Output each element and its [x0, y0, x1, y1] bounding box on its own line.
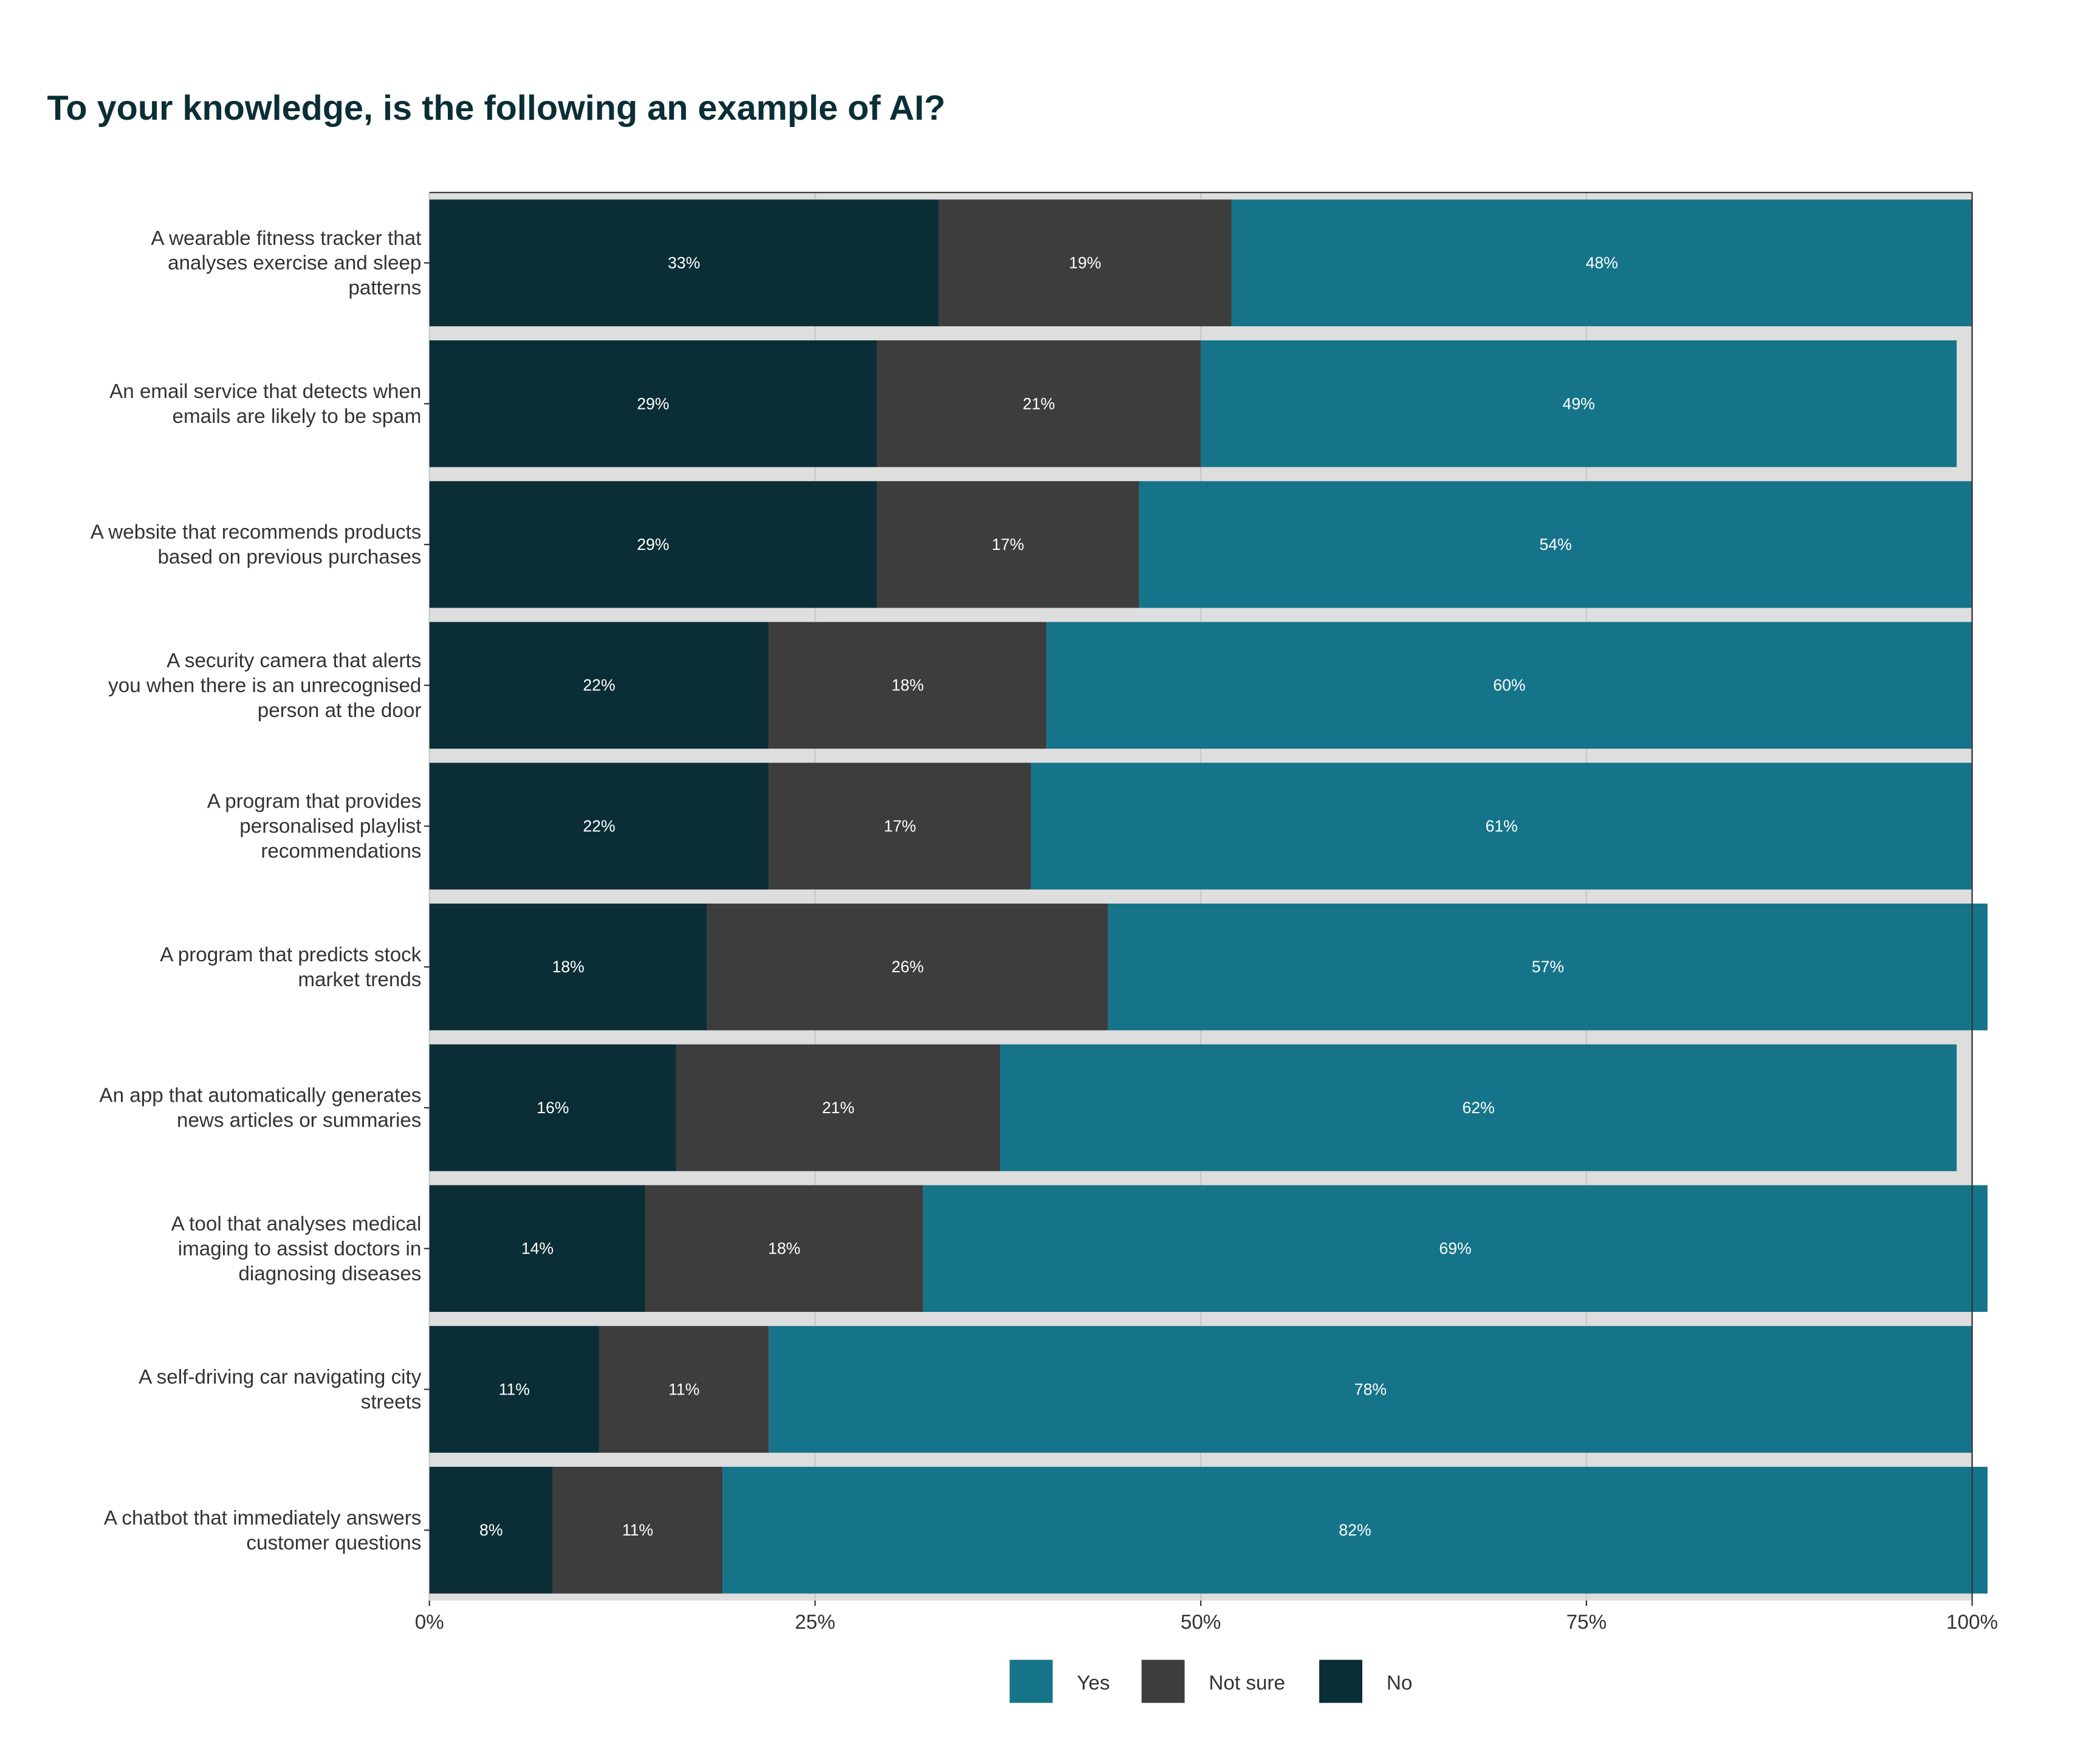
legend-label: Yes [1077, 1672, 1110, 1694]
data-label: 16% [537, 1099, 569, 1117]
bar-segment-yes [1139, 481, 1972, 608]
x-tick-label: 50% [1181, 1611, 1221, 1634]
bar-segment-no [429, 1185, 646, 1312]
bar-segment-yes [1108, 904, 1988, 1031]
legend-swatch [1319, 1659, 1362, 1703]
data-label: 8% [479, 1521, 503, 1539]
bar-segment-not-sure [676, 1044, 1001, 1172]
bar-segment-not-sure [876, 340, 1201, 467]
bar-segment-yes [1231, 199, 1972, 326]
data-label: 17% [884, 817, 916, 835]
data-label: 18% [891, 676, 924, 695]
bar-segment-no [429, 1326, 599, 1453]
legend-swatch [1009, 1659, 1053, 1703]
category-label: A chatbot that immediately answers custom… [104, 1507, 422, 1554]
category-label: An email service that detects when emails… [109, 380, 421, 428]
data-label: 11% [668, 1380, 699, 1398]
data-label: 33% [668, 254, 700, 272]
bar-segment-no [429, 763, 769, 890]
bar-segment-not-sure [876, 481, 1139, 608]
data-label: 29% [637, 535, 669, 554]
category-label: A program that predicts stock market tren… [160, 944, 422, 991]
bar-segment-no [429, 1466, 553, 1594]
data-label: 11% [622, 1521, 653, 1539]
category-label: A website that recommends products based … [91, 521, 422, 569]
bar-segment-yes [1046, 622, 1972, 749]
data-label: 48% [1586, 254, 1618, 272]
bar-segment-yes [923, 1185, 1988, 1312]
legend-label: Not sure [1209, 1672, 1285, 1694]
data-label: 11% [499, 1380, 530, 1398]
data-label: 29% [637, 394, 669, 413]
bar-segment-not-sure [769, 763, 1031, 890]
bar-segment-no [429, 622, 769, 749]
data-label: 61% [1486, 817, 1518, 835]
data-label: 57% [1532, 958, 1564, 976]
bar-segment-yes [1201, 340, 1957, 467]
bar-segment-no [429, 904, 707, 1031]
category-label: A wearable fitness tracker that analyses … [151, 227, 421, 300]
data-label: 21% [822, 1099, 854, 1117]
bar-segment-not-sure [769, 622, 1047, 749]
data-label: 21% [1023, 394, 1055, 413]
data-label: 69% [1439, 1240, 1471, 1258]
bar-segment-yes [722, 1466, 1988, 1594]
bar-segment-not-sure [599, 1326, 769, 1453]
data-label: 14% [521, 1240, 554, 1258]
bar-segment-not-sure [938, 199, 1232, 326]
bar-segment-no [429, 481, 877, 608]
data-label: 17% [992, 535, 1024, 554]
x-tick-label: 75% [1566, 1611, 1607, 1634]
data-label: 18% [768, 1240, 800, 1258]
x-tick-label: 100% [1946, 1611, 1998, 1634]
bar-segment-not-sure [707, 904, 1108, 1031]
bar-segment-yes [769, 1326, 1972, 1453]
data-label: 26% [891, 958, 924, 976]
data-label: 82% [1339, 1521, 1371, 1539]
data-label: 22% [583, 817, 615, 835]
data-label: 19% [1069, 254, 1101, 272]
x-tick-label: 0% [415, 1611, 444, 1634]
category-label: A security camera that alerts you when th… [108, 650, 421, 722]
bar-segment-no [429, 340, 877, 467]
category-label: A self-driving car navigating city street… [139, 1366, 422, 1413]
legend-swatch [1141, 1659, 1185, 1703]
bar-segment-not-sure [645, 1185, 924, 1312]
category-label: An app that automatically generates news … [99, 1085, 421, 1132]
data-label: 49% [1563, 394, 1595, 413]
data-label: 62% [1463, 1099, 1495, 1117]
bar-segment-not-sure [552, 1466, 723, 1594]
bar-segment-yes [1031, 763, 1972, 890]
bar-segment-no [429, 1044, 676, 1172]
bar-segment-yes [1000, 1044, 1957, 1172]
data-label: 18% [552, 958, 585, 976]
bar-segment-no [429, 199, 939, 326]
data-label: 78% [1354, 1380, 1387, 1398]
x-tick-label: 25% [795, 1611, 835, 1634]
data-label: 60% [1493, 676, 1525, 695]
category-label: A tool that analyses medical imaging to a… [171, 1213, 422, 1285]
data-label: 22% [583, 676, 615, 695]
chart-title: To your knowledge, is the following an e… [47, 89, 945, 128]
legend-label: No [1387, 1672, 1412, 1694]
category-label: A program that provides personalised play… [207, 791, 422, 863]
data-label: 54% [1539, 535, 1571, 554]
